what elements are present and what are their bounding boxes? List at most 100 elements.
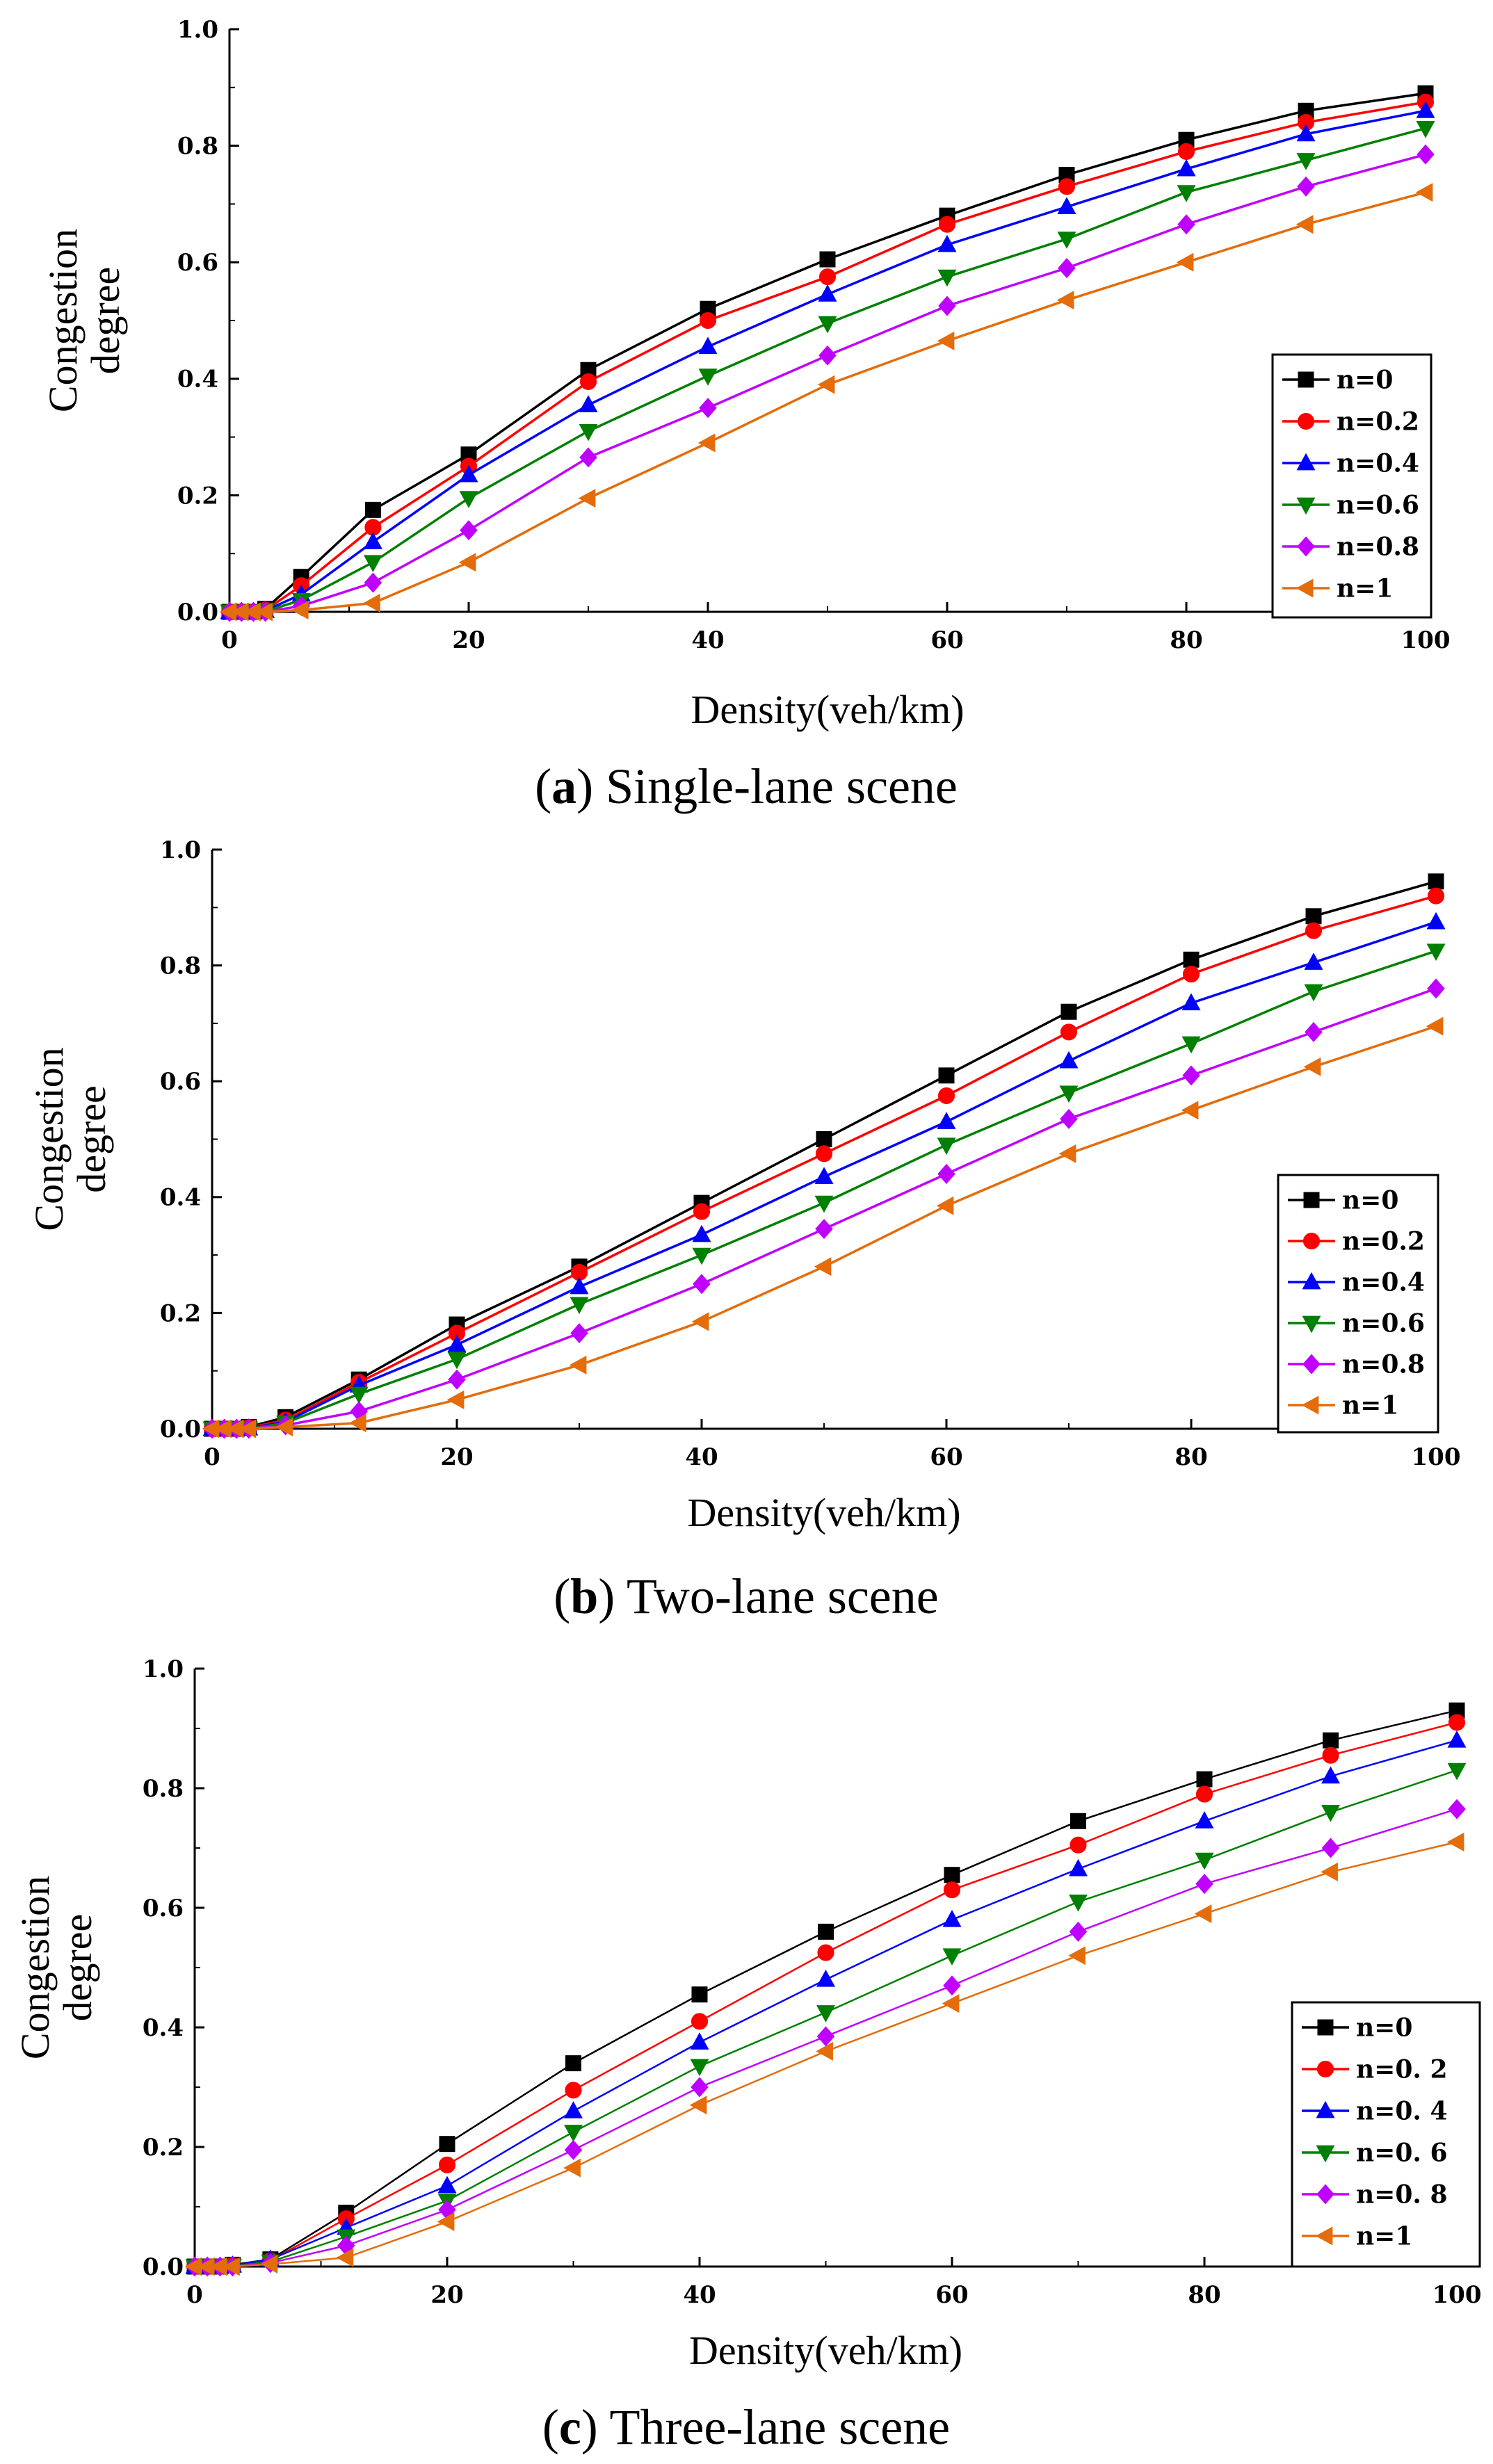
y-tick-label: 0.0 bbox=[160, 1416, 201, 1443]
series-n1 bbox=[219, 183, 1433, 622]
legend-swatch-marker bbox=[1298, 371, 1314, 388]
data-point bbox=[579, 373, 597, 391]
series-n06 bbox=[220, 121, 1435, 622]
data-point bbox=[1321, 1766, 1340, 1784]
legend-label: n=0.2 bbox=[1337, 407, 1419, 437]
x-tick-label: 0 bbox=[186, 2281, 203, 2309]
x-axis-label: Density(veh/km) bbox=[689, 2328, 962, 2373]
data-point bbox=[1069, 1921, 1088, 1942]
x-tick-label: 100 bbox=[1412, 1443, 1461, 1471]
x-tick-label: 100 bbox=[1401, 626, 1451, 654]
data-point bbox=[1181, 993, 1201, 1011]
legend-label: n=0.2 bbox=[1342, 1227, 1425, 1256]
data-point bbox=[698, 368, 718, 386]
caption-paren-close: ) bbox=[598, 1569, 615, 1624]
y-axis-label: Congestiondegree bbox=[26, 1047, 114, 1231]
data-point bbox=[699, 398, 717, 419]
data-point bbox=[255, 602, 273, 622]
legend-swatch-marker bbox=[1317, 2019, 1334, 2036]
data-point bbox=[1448, 1714, 1466, 1731]
data-point bbox=[691, 1312, 709, 1331]
legend-label: n=0. 2 bbox=[1356, 2055, 1448, 2084]
data-point bbox=[1059, 1051, 1079, 1069]
caption-text: Single-lane scene bbox=[593, 759, 958, 814]
legend-swatch-marker bbox=[1302, 1272, 1321, 1290]
data-point bbox=[937, 331, 955, 350]
data-point bbox=[1057, 197, 1076, 214]
series-line bbox=[195, 1709, 1458, 2268]
y-tick-label: 1.0 bbox=[143, 1655, 184, 1683]
data-point bbox=[1182, 1065, 1200, 1086]
data-point bbox=[565, 2055, 581, 2072]
series-n0 bbox=[186, 1702, 1465, 2275]
data-point bbox=[1446, 1832, 1464, 1851]
data-point bbox=[690, 2059, 709, 2077]
data-point bbox=[239, 1419, 257, 1438]
data-point bbox=[223, 2257, 240, 2276]
x-tick-label: 60 bbox=[930, 1443, 962, 1471]
y-tick-label: 0.0 bbox=[143, 2253, 184, 2281]
data-point bbox=[336, 2248, 354, 2267]
data-point bbox=[1304, 984, 1323, 1002]
y-tick-label: 0.8 bbox=[160, 953, 201, 980]
data-point bbox=[1296, 124, 1316, 142]
data-point bbox=[446, 1390, 465, 1409]
data-point bbox=[698, 337, 718, 355]
legend-label: n=0.6 bbox=[1337, 491, 1419, 520]
caption-text: Two-lane scene bbox=[615, 1569, 938, 1624]
data-point bbox=[1296, 215, 1314, 234]
data-point bbox=[1069, 1858, 1088, 1877]
x-tick-label: 80 bbox=[1170, 626, 1202, 654]
data-point bbox=[1305, 922, 1323, 939]
x-tick-label: 80 bbox=[1188, 2281, 1220, 2309]
legend-box bbox=[1271, 353, 1433, 619]
legend: n=0 n=0.2 n=0.4 n=0.6 n=0.8 n=1 bbox=[1271, 353, 1433, 619]
data-point bbox=[937, 1163, 955, 1184]
caption-letter: c bbox=[559, 2399, 581, 2455]
data-point bbox=[1426, 1016, 1444, 1036]
data-point bbox=[564, 2101, 583, 2118]
data-point bbox=[815, 1145, 833, 1162]
data-point bbox=[691, 2013, 709, 2030]
legend-swatch-marker bbox=[1297, 536, 1315, 557]
series-line bbox=[212, 950, 1437, 1430]
data-point bbox=[363, 532, 382, 549]
data-point bbox=[814, 1257, 832, 1276]
caption-paren-close: ) bbox=[576, 759, 593, 814]
data-point bbox=[1416, 101, 1435, 118]
data-point bbox=[692, 1247, 711, 1265]
legend-swatch-marker bbox=[1296, 578, 1314, 598]
data-point bbox=[937, 269, 957, 287]
legend-label: n=0.4 bbox=[1342, 1268, 1425, 1297]
data-point bbox=[1305, 908, 1322, 925]
y-tick-label: 0.2 bbox=[143, 2134, 184, 2162]
legend-swatch-marker bbox=[1296, 453, 1316, 471]
chart-panel-b: 0 20 40 60 80 100 0.0 0.2 0.4 0.6 0.8 1.0 Density(ve… bbox=[26, 836, 1460, 1624]
caption-text: Three-lane scene bbox=[598, 2399, 950, 2455]
data-point bbox=[818, 1923, 834, 1940]
data-point bbox=[1196, 1771, 1213, 1788]
data-point bbox=[817, 1944, 834, 1961]
y-tick-label: 0.2 bbox=[160, 1299, 201, 1327]
data-point bbox=[349, 1386, 369, 1404]
data-point bbox=[818, 268, 837, 286]
data-point bbox=[942, 1994, 960, 2013]
legend-swatch-marker bbox=[1301, 1395, 1319, 1415]
legend-swatch-marker bbox=[1302, 1354, 1321, 1375]
y-axis-label: Congestiondegree bbox=[40, 229, 128, 412]
caption: (a) Single-lane scene bbox=[535, 759, 958, 814]
data-point bbox=[1447, 1762, 1467, 1781]
data-point bbox=[1059, 1085, 1079, 1103]
data-point bbox=[437, 2212, 455, 2231]
legend: n=0 n=0. 2 n=0. 4 n=0. 6 n=0. 8 n=1 bbox=[1291, 2001, 1481, 2268]
data-point bbox=[1428, 873, 1444, 890]
series-n08 bbox=[186, 1799, 1466, 2277]
data-point bbox=[363, 555, 382, 573]
data-point bbox=[936, 1196, 954, 1215]
data-point bbox=[944, 1867, 960, 1883]
caption: (c) Three-lane scene bbox=[542, 2399, 950, 2455]
caption-letter: a bbox=[551, 759, 576, 814]
data-point bbox=[291, 600, 309, 619]
y-tick-label: 0.2 bbox=[177, 482, 218, 510]
legend-swatch-marker bbox=[1303, 1192, 1320, 1208]
